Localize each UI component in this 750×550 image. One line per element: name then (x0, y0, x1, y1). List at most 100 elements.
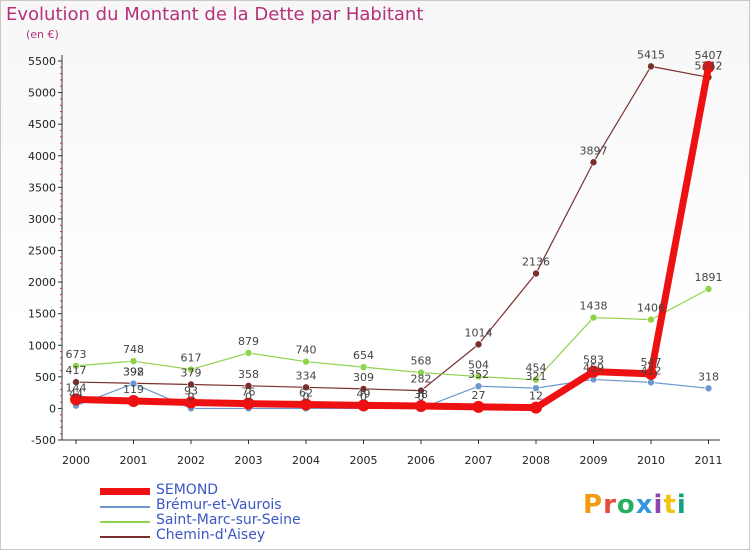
y-tick-label: 4000 (28, 150, 56, 163)
data-label: 879 (238, 335, 259, 348)
x-tick-label: 2005 (350, 454, 378, 467)
x-tick-label: 2008 (522, 454, 550, 467)
data-point (127, 395, 140, 408)
legend-item-chemin: Chemin-d'Aisey (100, 527, 340, 544)
legend-item-semond: SEMOND (100, 482, 340, 499)
y-tick-label: 5500 (28, 55, 56, 68)
y-tick-label: 0 (49, 402, 56, 415)
data-point (300, 398, 312, 411)
data-label: 144 (66, 381, 87, 394)
series-line-0 (75, 66, 712, 412)
logo-letter: t (663, 490, 677, 520)
data-point (72, 378, 80, 386)
legend-swatch-semond (100, 488, 150, 495)
y-tick-label: 2000 (28, 276, 56, 289)
logo-letter: i (676, 490, 687, 520)
legend-swatch-bremur (100, 506, 150, 508)
data-label: 617 (181, 351, 202, 364)
legend-item-saint-marc: Saint-Marc-sur-Seine (100, 513, 340, 529)
x-tick-label: 2007 (465, 454, 493, 467)
data-point (474, 372, 483, 381)
data-point (704, 285, 713, 293)
data-label: 334 (296, 369, 317, 382)
data-point (417, 386, 425, 395)
data-point (244, 349, 253, 357)
y-tick-label: 3000 (28, 213, 56, 226)
data-point (472, 400, 485, 413)
data-point (357, 399, 370, 412)
data-label: 3897 (580, 144, 608, 157)
data-label: 379 (181, 366, 202, 379)
data-point (587, 365, 600, 378)
data-label: 1406 (637, 302, 665, 315)
data-label: 583 (583, 354, 604, 367)
data-point (359, 385, 368, 393)
data-label: 412 (641, 364, 662, 377)
logo-letter: P (583, 490, 604, 520)
data-label: 5415 (637, 48, 665, 61)
logo-letter: x (635, 490, 654, 520)
y-tick-label: 500 (35, 371, 56, 384)
data-label: 748 (123, 343, 144, 356)
data-label: 76 (242, 386, 256, 399)
data-label: 654 (353, 349, 374, 362)
data-label: 321 (526, 370, 547, 383)
x-tick-label: 2006 (407, 454, 435, 467)
data-point (129, 379, 138, 388)
data-label: 0 (418, 390, 425, 403)
legend-item-bremur: Brémur-et-Vaurois (100, 497, 340, 514)
data-label: 358 (238, 368, 259, 381)
data-label: 417 (66, 364, 87, 377)
logo-letter: r (603, 490, 617, 520)
data-point (645, 367, 657, 380)
x-tick-label: 2003 (235, 454, 263, 467)
data-point (72, 362, 80, 370)
data-point (359, 363, 368, 371)
legend-swatch-saint-marc (100, 521, 150, 523)
legend-swatch-chemin (100, 536, 150, 538)
logo-letter: i (653, 490, 664, 520)
data-point (185, 396, 197, 409)
logo-letter: o (616, 490, 636, 520)
data-point (647, 378, 655, 387)
series-line-2 (75, 288, 709, 381)
data-label: 454 (526, 362, 547, 375)
data-label: 0 (188, 390, 195, 403)
y-tick-label: 1000 (28, 339, 56, 352)
data-label: 0 (360, 390, 367, 403)
data-label: 2136 (522, 255, 550, 268)
data-label: 392 (123, 366, 144, 379)
data-point (530, 401, 542, 414)
data-point (70, 393, 82, 406)
data-point (532, 375, 540, 384)
x-tick-label: 2009 (580, 454, 608, 467)
legend-label-chemin: Chemin-d'Aisey (156, 527, 266, 543)
data-point (474, 340, 483, 349)
data-label: 282 (411, 373, 432, 386)
data-label: 27 (472, 389, 486, 402)
data-label: 0 (303, 390, 310, 403)
x-tick-label: 2001 (120, 454, 148, 467)
y-tick-label: 1500 (28, 308, 56, 321)
data-point (589, 313, 598, 322)
proxiti-logo: Proxiti (583, 490, 687, 520)
data-label: 673 (66, 348, 87, 361)
data-label: 352 (468, 368, 489, 381)
legend-label-bremur: Brémur-et-Vaurois (156, 497, 282, 513)
y-tick-label: 2500 (28, 245, 56, 258)
data-point (704, 384, 713, 393)
x-tick-label: 2002 (177, 454, 205, 467)
legend-label-semond: SEMOND (156, 482, 219, 498)
data-point (532, 269, 540, 278)
data-point (242, 397, 255, 410)
x-tick-label: 2004 (292, 454, 320, 467)
data-label: 318 (698, 370, 719, 383)
data-label: 38 (414, 388, 428, 401)
data-label: 12 (529, 390, 543, 403)
data-point (647, 315, 655, 324)
data-point (302, 383, 310, 392)
data-point (702, 60, 715, 73)
legend: SEMOND Brémur-et-Vaurois Saint-Marc-sur-… (100, 482, 340, 544)
